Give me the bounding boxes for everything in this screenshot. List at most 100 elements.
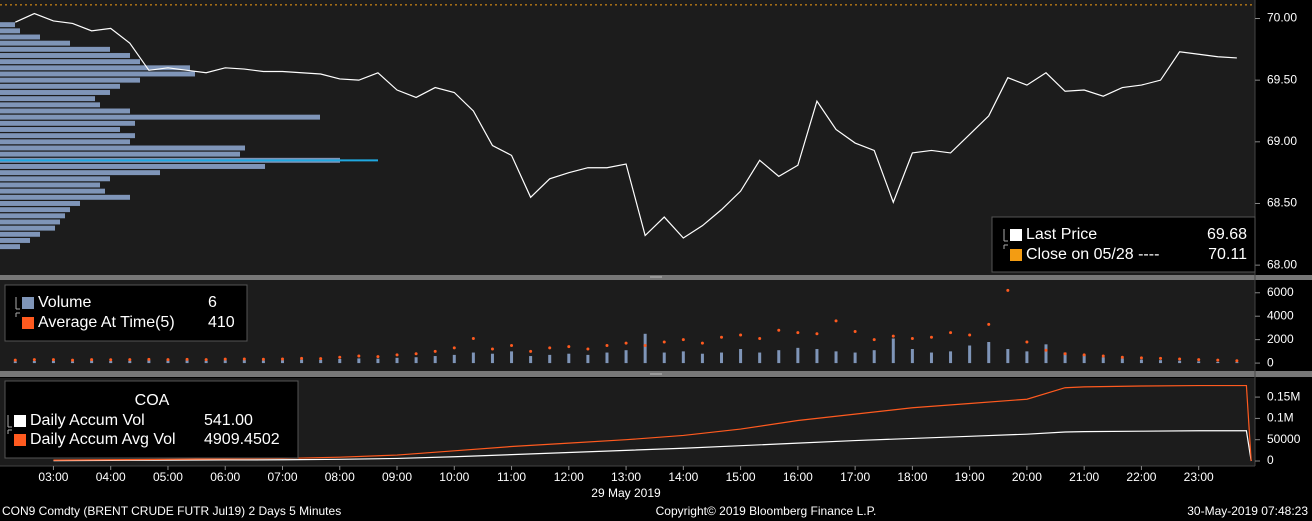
- x-tick-label: 20:00: [1012, 470, 1042, 484]
- avg-dot: [1178, 357, 1182, 361]
- profile-bar: [0, 65, 190, 71]
- volume-bar: [643, 333, 647, 364]
- volume-bar: [90, 360, 94, 364]
- volume-bar: [720, 352, 724, 364]
- volume-bar: [1063, 352, 1067, 364]
- y-tick-label: 6000: [1267, 285, 1294, 299]
- x-tick-label: 05:00: [153, 470, 183, 484]
- avg-dot: [510, 344, 514, 348]
- volume-bar: [300, 359, 304, 364]
- footer-right: 30-May-2019 07:48:23: [1187, 504, 1308, 518]
- x-tick-label: 18:00: [897, 470, 927, 484]
- y-tick-label: 68.00: [1267, 257, 1297, 271]
- volume-bar: [662, 352, 666, 364]
- legend-swatch: [1010, 249, 1022, 261]
- volume-bar: [739, 349, 743, 364]
- x-tick-label: 10:00: [439, 470, 469, 484]
- avg-dot: [471, 336, 475, 340]
- profile-bar: [0, 145, 245, 151]
- avg-dot: [1120, 355, 1124, 359]
- volume-bar: [758, 352, 762, 364]
- volume-bar: [166, 360, 170, 364]
- legend-swatch: [22, 317, 34, 329]
- avg-dot: [796, 331, 800, 335]
- x-tick-label: 16:00: [783, 470, 813, 484]
- avg-dot: [1044, 348, 1048, 352]
- avg-dot: [261, 357, 265, 361]
- avg-dot: [1235, 359, 1239, 363]
- avg-dot: [643, 344, 647, 348]
- avg-dot: [529, 349, 533, 353]
- avg-dot: [605, 344, 609, 348]
- avg-dot: [109, 358, 113, 362]
- volume-bar: [1216, 361, 1220, 364]
- avg-dot: [758, 336, 762, 340]
- x-tick-label: 23:00: [1184, 470, 1214, 484]
- profile-bar: [0, 96, 95, 102]
- volume-bar: [490, 353, 494, 364]
- avg-dot: [1101, 354, 1105, 358]
- x-tick-label: 21:00: [1069, 470, 1099, 484]
- volume-bar: [796, 347, 800, 364]
- x-tick-label: 09:00: [382, 470, 412, 484]
- y-tick-label: 69.50: [1267, 72, 1297, 86]
- profile-bar: [0, 59, 140, 65]
- avg-dot: [720, 335, 724, 339]
- avg-dot: [872, 338, 876, 342]
- volume-bar: [510, 351, 514, 364]
- profile-bar: [0, 77, 140, 83]
- avg-dot: [395, 353, 399, 357]
- volume-bar: [815, 349, 819, 364]
- avg-dot: [204, 358, 208, 362]
- avg-dot: [338, 355, 342, 359]
- profile-bar: [0, 90, 110, 95]
- volume-bar: [109, 360, 113, 364]
- avg-dot: [662, 340, 666, 344]
- avg-dot: [586, 347, 590, 351]
- avg-dot: [1159, 356, 1163, 360]
- avg-dot: [815, 332, 819, 336]
- avg-dot: [300, 356, 304, 360]
- profile-bar: [0, 46, 110, 52]
- profile-bar: [0, 188, 105, 194]
- profile-bar: [0, 207, 70, 213]
- marks: 03:00 04:00 05:00 06:00 07:00 08:00 09:00 10:00…: [0, 4, 1301, 484]
- volume-bar: [949, 351, 953, 364]
- y-tick-label: 0: [1267, 453, 1274, 467]
- avg-dot: [681, 338, 685, 342]
- profile-bar: [0, 139, 130, 145]
- profile-bar: [0, 34, 40, 40]
- volume-bar: [204, 360, 208, 364]
- legend-swatch: [14, 434, 26, 446]
- profile-bar: [0, 213, 65, 219]
- avg-dot: [357, 354, 361, 358]
- avg-dot: [834, 319, 838, 323]
- profile-bar: [0, 127, 120, 132]
- volume-bar: [700, 353, 704, 364]
- legend-swatch: [1010, 229, 1022, 241]
- volume-bar: [433, 356, 437, 364]
- avg-dot: [929, 335, 933, 339]
- series-line: [15, 12, 1237, 239]
- y-tick-label: 0.1M: [1267, 411, 1294, 425]
- avg-dot: [128, 358, 132, 362]
- legend-bracket: [1003, 229, 1008, 242]
- footer-center: Copyright© 2019 Bloomberg Finance L.P.: [656, 504, 877, 518]
- avg-dot: [567, 345, 571, 349]
- profile-bar: [0, 194, 130, 200]
- volume-bar: [1159, 360, 1163, 364]
- legend-label: Last Price: [1026, 226, 1097, 243]
- x-tick-label: 04:00: [96, 470, 126, 484]
- y-tick-label: 68.50: [1267, 196, 1297, 210]
- avg-dot: [1139, 356, 1143, 360]
- profile-bar: [0, 176, 110, 182]
- legend-swatch: [22, 297, 34, 309]
- x-tick-label: 07:00: [267, 470, 297, 484]
- volume-bar: [567, 353, 571, 364]
- volume-bar: [987, 341, 991, 364]
- volume-bar: [1178, 360, 1182, 364]
- profile-bar: [0, 170, 160, 176]
- volume-bar: [605, 352, 609, 364]
- avg-dot: [624, 341, 628, 345]
